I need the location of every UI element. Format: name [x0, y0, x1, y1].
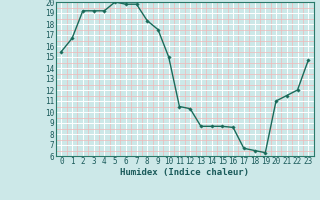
X-axis label: Humidex (Indice chaleur): Humidex (Indice chaleur)	[120, 168, 249, 177]
